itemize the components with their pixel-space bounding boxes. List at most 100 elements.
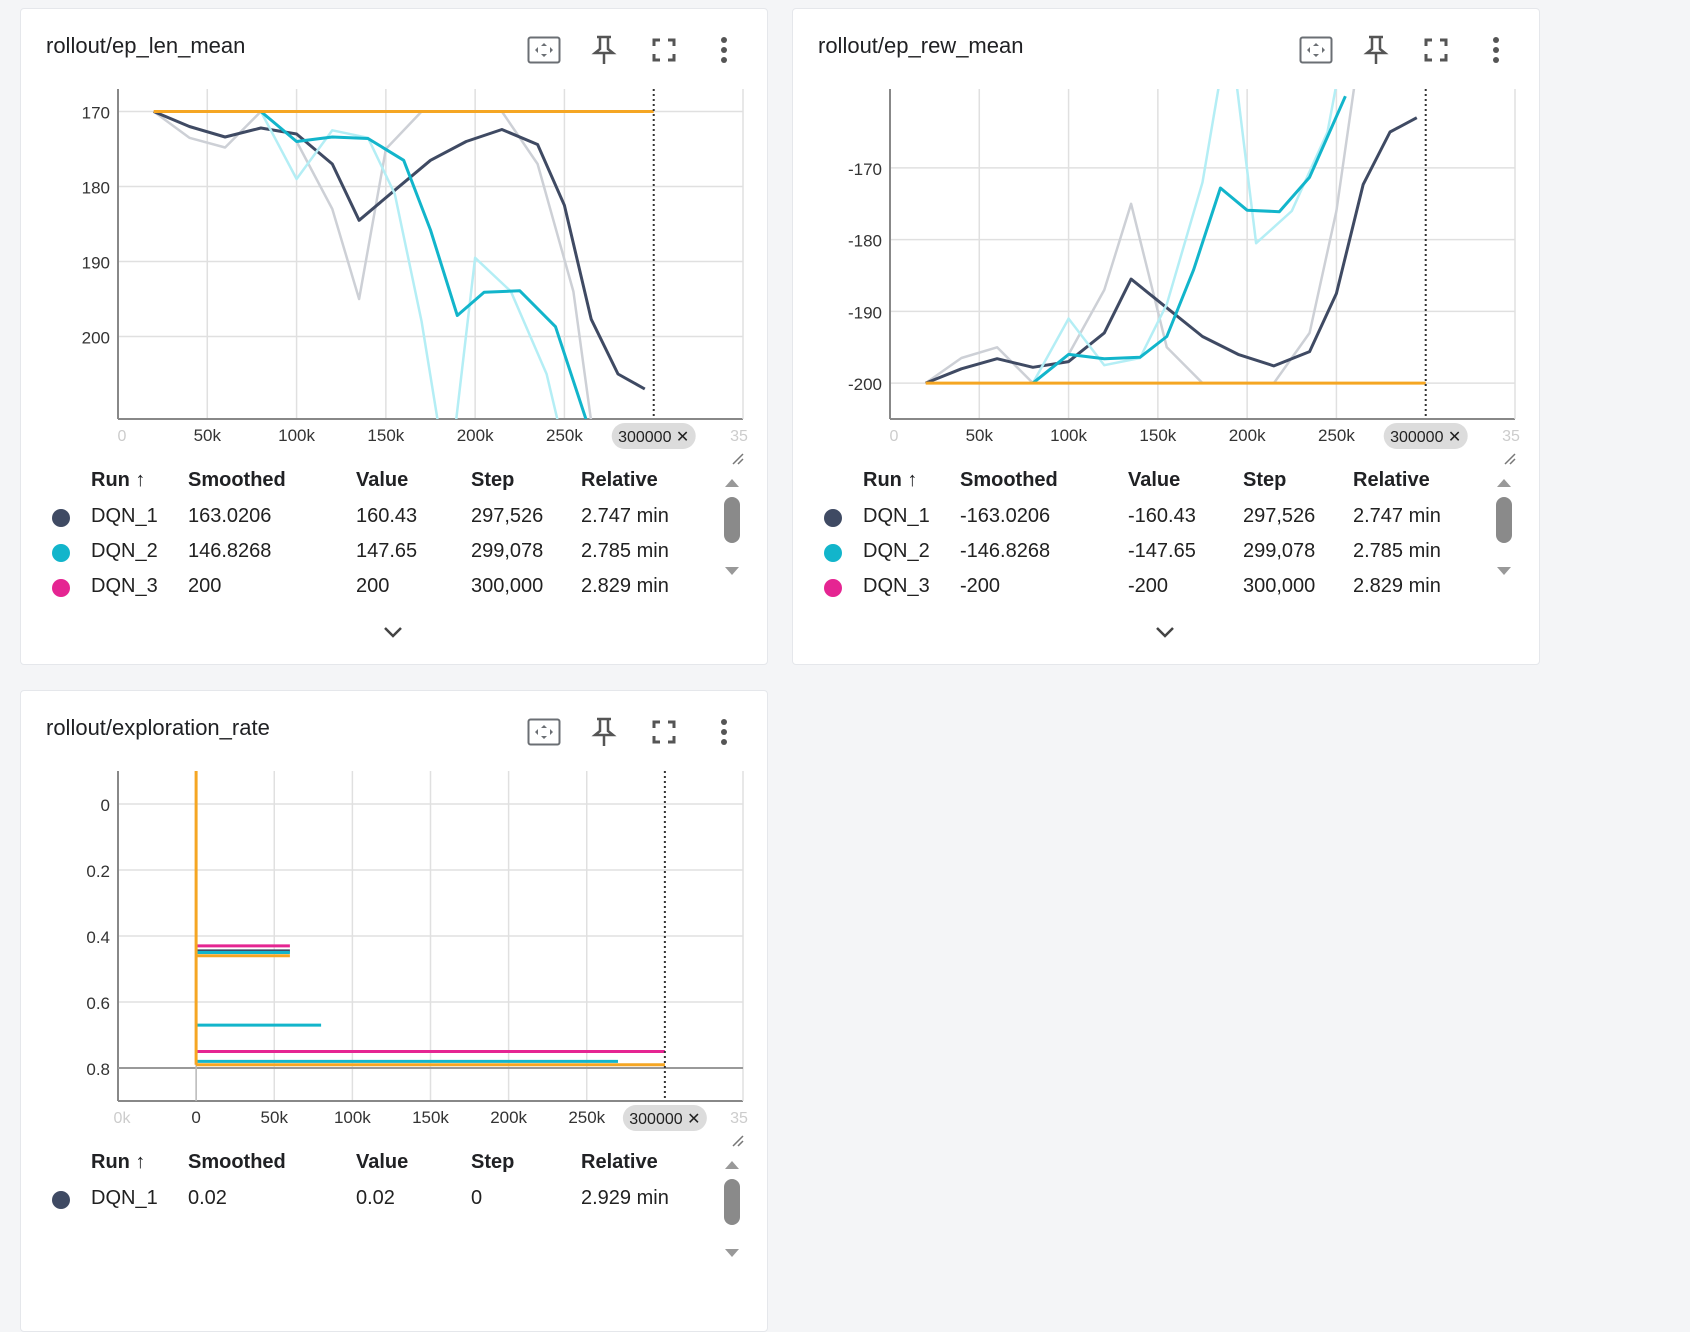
cell-run: DQN_3 bbox=[91, 575, 158, 597]
cell-value: -147.65 bbox=[1128, 540, 1196, 562]
column-header[interactable]: Smoothed bbox=[188, 469, 286, 491]
cell-step: 300,000 bbox=[471, 575, 544, 597]
table-row[interactable]: DQN_3 -200 -200 300,000 2.829 min bbox=[793, 575, 1533, 613]
series-group bbox=[152, 110, 654, 419]
column-header[interactable]: Run ↑ bbox=[863, 469, 918, 491]
more-menu-button[interactable] bbox=[701, 27, 747, 73]
run-color-dot bbox=[52, 509, 70, 527]
cell-run: DQN_2 bbox=[91, 540, 158, 562]
cell-step: 0 bbox=[471, 1187, 483, 1209]
series-line bbox=[1031, 95, 1347, 385]
fit-domain-icon bbox=[527, 718, 561, 746]
more-menu-button[interactable] bbox=[1473, 27, 1519, 73]
fullscreen-button[interactable] bbox=[1413, 27, 1459, 73]
table-row[interactable]: DQN_3 200 200 300,000 2.829 min bbox=[21, 575, 761, 613]
cell-relative: 2.829 min bbox=[1353, 575, 1441, 597]
cell-relative: 2.747 min bbox=[1353, 505, 1441, 527]
column-header[interactable]: Run ↑ bbox=[91, 1151, 146, 1173]
more-menu-button[interactable] bbox=[701, 709, 747, 755]
panel-ep-len-mean: rollout/ep_len_mean 200 190 180 170 50k 100k 1… bbox=[20, 8, 768, 665]
line-chart[interactable]: 200 190 180 170 50k 100k 150k 200k 250k 0 35 300000… bbox=[21, 79, 767, 479]
table-row[interactable]: DQN_1 -163.0206 -160.43 297,526 2.747 min bbox=[793, 505, 1533, 543]
fullscreen-button[interactable] bbox=[641, 27, 687, 73]
table-scrollbar[interactable] bbox=[1493, 477, 1515, 597]
x-tick-label-edge: 0 bbox=[890, 428, 899, 445]
cell-value: 0.02 bbox=[356, 1187, 395, 1209]
y-tick-label: 180 bbox=[82, 179, 110, 198]
column-header[interactable]: Value bbox=[356, 469, 409, 491]
cell-step: 300,000 bbox=[1243, 575, 1316, 597]
resize-handle-icon bbox=[732, 1135, 744, 1147]
cell-smoothed: 200 bbox=[188, 575, 222, 597]
y-tick-label: -180 bbox=[848, 232, 882, 251]
x-tick-label: 200k bbox=[457, 426, 494, 445]
line-chart[interactable]: -170 -180 -190 -200 50k 100k 150k 200k 250k 0 35 30… bbox=[793, 79, 1539, 479]
y-tick-label: 200 bbox=[82, 329, 110, 348]
cell-run: DQN_1 bbox=[863, 505, 930, 527]
chevron-down-icon bbox=[384, 627, 402, 638]
column-header[interactable]: Step bbox=[1243, 469, 1287, 491]
panel-exploration-rate: rollout/exploration_rate 0.8 0.6 0.4 0.2 0 0 5… bbox=[20, 690, 768, 1332]
cell-smoothed: 163.0206 bbox=[188, 505, 272, 527]
cell-value: 147.65 bbox=[356, 540, 418, 562]
pin-icon bbox=[591, 35, 617, 64]
table-row[interactable]: DQN_2 -146.8268 -147.65 299,078 2.785 min bbox=[793, 540, 1533, 578]
x-tick-label: 150k bbox=[1139, 426, 1176, 445]
expand-table-button[interactable] bbox=[1153, 624, 1177, 645]
fit-domain-button[interactable] bbox=[521, 27, 567, 73]
line-chart[interactable]: 0.8 0.6 0.4 0.2 0 0 50k 100k 150k 200k 250k 0k 35 300… bbox=[21, 761, 767, 1161]
column-header[interactable]: Smoothed bbox=[960, 469, 1058, 491]
column-header[interactable]: Step bbox=[471, 469, 515, 491]
run-color-dot bbox=[824, 579, 842, 597]
y-tick-label: 0 bbox=[101, 796, 110, 815]
panel-title: rollout/ep_rew_mean bbox=[818, 33, 1024, 58]
fit-domain-icon bbox=[527, 36, 561, 64]
cell-value: -200 bbox=[1128, 575, 1169, 597]
column-header[interactable]: Run ↑ bbox=[91, 469, 146, 491]
table-scrollbar[interactable] bbox=[721, 477, 743, 597]
x-tick-label: 200k bbox=[1229, 426, 1266, 445]
fit-domain-button[interactable] bbox=[521, 709, 567, 755]
cell-value: -160.43 bbox=[1128, 505, 1196, 527]
fullscreen-icon bbox=[652, 38, 676, 62]
cell-smoothed: -200 bbox=[960, 575, 1001, 597]
y-tick-label: -170 bbox=[848, 160, 882, 179]
pin-button[interactable] bbox=[1353, 27, 1399, 73]
y-tick-label: 190 bbox=[82, 254, 110, 273]
run-color-dot bbox=[52, 579, 70, 597]
column-header[interactable]: Relative bbox=[581, 1151, 658, 1173]
y-tick-label: -200 bbox=[848, 375, 882, 394]
table-scrollbar[interactable] bbox=[721, 1159, 743, 1279]
resize-handle-icon bbox=[732, 453, 744, 465]
table-row[interactable]: DQN_1 0.02 0.02 0 2.929 min bbox=[21, 1187, 761, 1225]
pin-button[interactable] bbox=[581, 27, 627, 73]
column-header[interactable]: Value bbox=[356, 1151, 409, 1173]
x-tick-label: 150k bbox=[412, 1108, 449, 1127]
pin-button[interactable] bbox=[581, 709, 627, 755]
scrollbar-icon bbox=[1496, 479, 1512, 575]
series-line bbox=[259, 110, 559, 419]
expand-table-button[interactable] bbox=[381, 624, 405, 645]
fit-domain-button[interactable] bbox=[1293, 27, 1339, 73]
x-tick-label: 50k bbox=[261, 1108, 289, 1127]
panel-title: rollout/ep_len_mean bbox=[46, 33, 246, 58]
cell-smoothed: 0.02 bbox=[188, 1187, 227, 1209]
x-tick-label-edge: 0 bbox=[118, 428, 127, 445]
column-header[interactable]: Relative bbox=[1353, 469, 1430, 491]
step-cursor-chip bbox=[1383, 423, 1468, 449]
column-header[interactable]: Relative bbox=[581, 469, 658, 491]
more-vert-icon bbox=[721, 37, 727, 63]
column-header[interactable]: Step bbox=[471, 1151, 515, 1173]
panel-title: rollout/exploration_rate bbox=[46, 715, 270, 740]
table-row[interactable]: DQN_2 146.8268 147.65 299,078 2.785 min bbox=[21, 540, 761, 578]
fullscreen-button[interactable] bbox=[641, 709, 687, 755]
cell-relative: 2.785 min bbox=[581, 540, 669, 562]
table-row[interactable]: DQN_1 163.0206 160.43 297,526 2.747 min bbox=[21, 505, 761, 543]
cell-relative: 2.829 min bbox=[581, 575, 669, 597]
scrollbar-icon bbox=[724, 479, 740, 575]
y-tick-label: -190 bbox=[848, 303, 882, 322]
column-header[interactable]: Smoothed bbox=[188, 1151, 286, 1173]
scrollbar-icon bbox=[724, 1161, 740, 1257]
cell-relative: 2.785 min bbox=[1353, 540, 1441, 562]
column-header[interactable]: Value bbox=[1128, 469, 1181, 491]
